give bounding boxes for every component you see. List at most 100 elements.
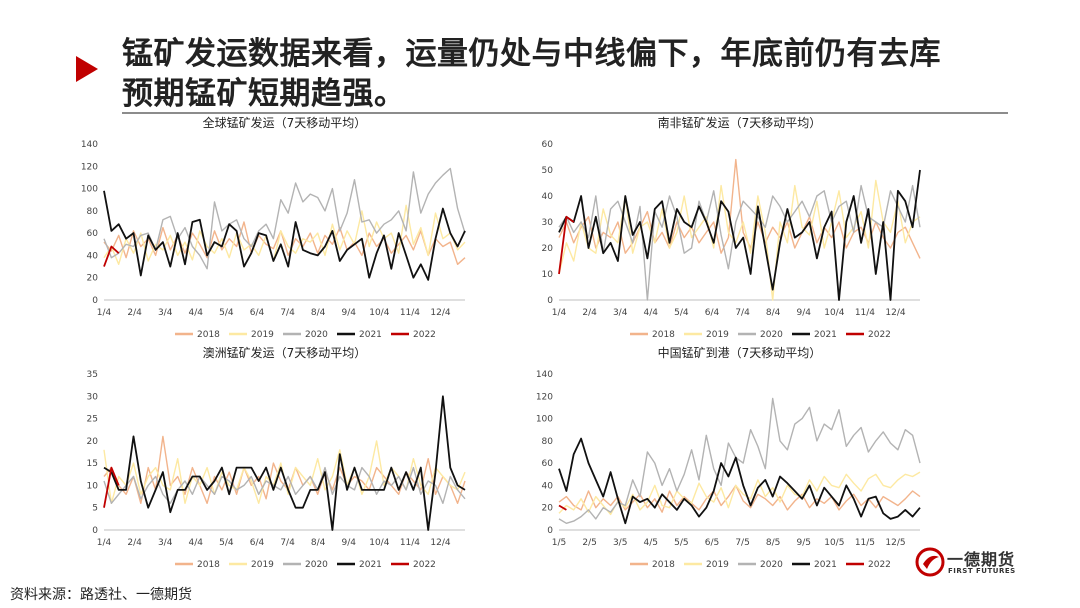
y-tick-label: 0 [547,526,553,536]
x-tick-label: 12/4 [885,308,905,318]
title-marker-icon [76,56,98,82]
y-tick-label: 80 [542,437,554,447]
y-tick-label: 20 [87,274,99,284]
series-line-2018 [558,158,921,259]
x-tick-label: 12/5 [885,538,905,548]
y-tick-label: 60 [542,459,554,469]
y-tick-label: 40 [542,481,554,491]
x-tick-label: 6/4 [250,538,265,548]
logo-chinese-name: 一德期货 [947,550,1016,569]
x-tick-label: 5/4 [219,308,234,318]
x-tick-label: 7/4 [280,538,295,548]
y-tick-label: 20 [542,504,554,514]
y-tick-label: 20 [87,437,99,447]
y-tick-label: 60 [87,229,99,239]
x-tick-label: 1/4 [97,308,112,318]
series-line-2018 [103,221,466,266]
logo-mark-icon [915,547,945,577]
x-tick-label: 11/4 [855,308,875,318]
x-tick-label: 1/5 [552,538,566,548]
chart-title: 南非锰矿发运（7天移动平均） [658,115,822,130]
x-tick-label: 3/4 [158,538,173,548]
series-line-2022 [558,215,575,275]
chart-china-arrivals-svg: 中国锰矿到港（7天移动平均） 0 20 40 60 80 100 120 140 1/5 2/5 3/… [536,345,921,570]
x-tick-label: 12/4 [430,538,450,548]
y-tick-label: 40 [87,251,99,261]
y-tick-label: 0 [547,296,553,306]
x-tick-label: 4/4 [189,538,204,548]
y-tick-label: 5 [92,504,98,514]
legend-label-2019: 2019 [251,330,274,340]
x-tick-label: 5/4 [674,308,689,318]
legend-label-2021: 2021 [814,560,837,570]
legend-label-2018: 2018 [197,330,220,340]
series-line-2018 [558,484,921,513]
x-tick-label: 1/4 [97,538,112,548]
x-tick-label: 9/4 [797,308,812,318]
x-tick-label: 3/4 [158,308,173,318]
y-tick-label: 30 [542,218,554,228]
x-tick-label: 10/5 [824,538,844,548]
chart-title: 全球锰矿发运（7天移动平均） [203,115,367,130]
y-tick-label: 40 [542,192,554,202]
y-tick-label: 30 [87,392,99,402]
x-tick-label: 8/4 [311,538,326,548]
series-line-2020 [103,466,466,505]
x-tick-label: 10/4 [369,308,389,318]
series-line-2021 [103,190,466,281]
chart-australia-shipments: 澳洲锰矿发运（7天移动平均） 0 5 10 15 20 25 30 35 1/4 2/4 3/4 4/4… [70,342,480,582]
y-tick-label: 60 [542,140,554,150]
x-tick-label: 8/4 [766,308,781,318]
x-tick-label: 4/5 [644,538,658,548]
x-tick-label: 7/4 [735,308,750,318]
legend-label-2019: 2019 [251,560,274,570]
y-tick-label: 100 [81,185,98,195]
x-tick-label: 10/4 [824,308,844,318]
series-line-2019 [558,179,921,301]
chart-south-africa-shipments: 南非锰矿发运（7天移动平均） 0 10 20 30 40 50 60 1/4 2/4 3/4 4/4 5… [525,112,935,352]
x-tick-label: 8/5 [766,538,780,548]
x-tick-label: 9/4 [342,538,357,548]
y-tick-label: 15 [87,459,98,469]
legend-label-2022: 2022 [868,560,891,570]
x-tick-label: 6/4 [250,308,265,318]
x-tick-label: 2/4 [127,538,142,548]
legend-label-2020: 2020 [305,330,328,340]
x-tick-label: 7/5 [735,538,749,548]
chart-title: 澳洲锰矿发运（7天移动平均） [203,345,367,360]
y-tick-label: 0 [92,526,98,536]
series-line-2019 [103,440,466,505]
x-tick-label: 2/4 [582,308,597,318]
x-tick-label: 5/4 [219,538,234,548]
heading-line-1: 锰矿发运数据来看，运量仍处与中线偏下，年底前仍有去库 [122,36,941,72]
legend-label-2018: 2018 [652,330,675,340]
x-tick-label: 1/4 [552,308,567,318]
y-tick-label: 35 [87,370,98,380]
y-tick-label: 25 [87,415,98,425]
legend-label-2020: 2020 [760,330,783,340]
heading-divider [122,112,1008,114]
series-line-2020 [103,167,466,270]
legend-label-2022: 2022 [868,330,891,340]
x-tick-label: 11/5 [855,538,875,548]
series-line-2020 [558,184,921,301]
series-line-2022 [558,504,567,511]
chart-global-shipments-svg: 全球锰矿发运（7天移动平均） 0 20 40 60 80 100 120 140 1/4 2/4 3/… [81,115,466,340]
y-tick-label: 20 [542,244,554,254]
chart-global-shipments: 全球锰矿发运（7天移动平均） 0 20 40 60 80 100 120 140 1/4 2/4 3/… [70,112,480,352]
y-tick-label: 140 [81,140,98,150]
y-tick-label: 50 [542,166,554,176]
x-tick-label: 6/4 [705,308,720,318]
y-tick-label: 100 [536,415,553,425]
x-tick-label: 3/4 [613,308,628,318]
legend-label-2018: 2018 [652,560,675,570]
page-heading: 锰矿发运数据来看，运量仍处与中线偏下，年底前仍有去库 预期锰矿短期趋强。 [122,34,941,114]
x-tick-label: 12/4 [430,308,450,318]
legend-label-2020: 2020 [305,560,328,570]
series-line-2022 [103,245,120,267]
x-tick-label: 4/4 [189,308,204,318]
x-tick-label: 7/4 [280,308,295,318]
x-tick-label: 11/4 [400,308,420,318]
chart-australia-shipments-svg: 澳洲锰矿发运（7天移动平均） 0 5 10 15 20 25 30 35 1/4 2/4 3/4 4/4… [87,345,466,570]
y-tick-label: 120 [536,392,553,402]
